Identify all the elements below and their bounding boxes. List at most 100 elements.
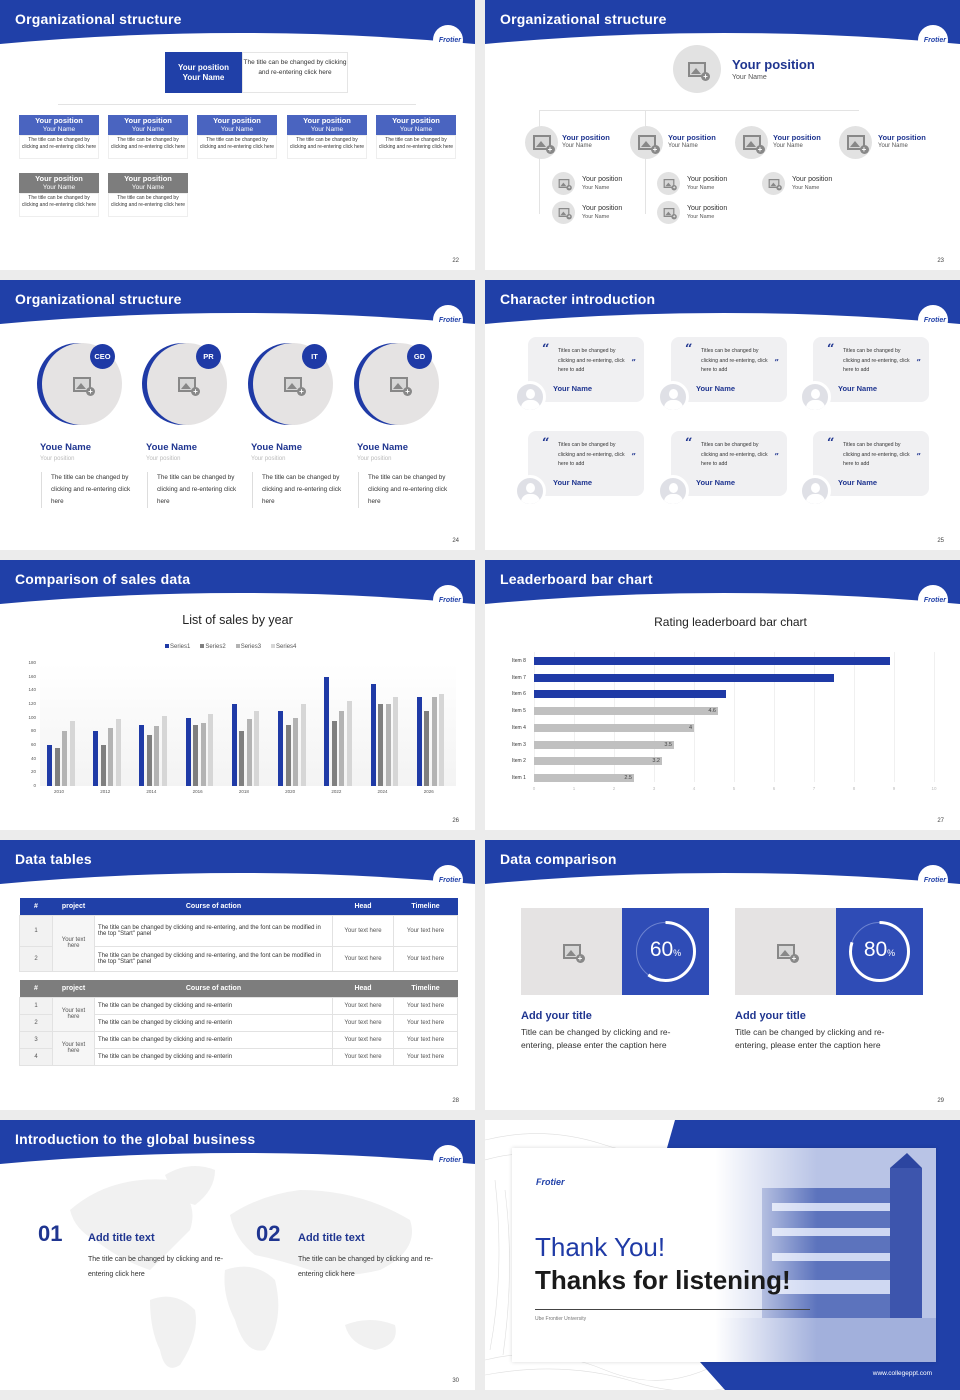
data-label: 3.5	[664, 741, 672, 748]
slide-title: Character introduction	[500, 291, 656, 307]
card-desc: The title can be changed by clicking and…	[108, 193, 188, 217]
bar	[231, 704, 237, 786]
item-desc: The title can be changed by clicking and…	[298, 1256, 434, 1278]
name-label: Your Name	[42, 126, 76, 133]
photo-placeholder[interactable]	[735, 908, 836, 995]
thanks-subheading: Thanks for listening!	[535, 1265, 791, 1295]
quote-card[interactable]: “ Titles can be changed by clicking and …	[528, 337, 644, 402]
progress-ring-panel: 60%	[622, 908, 709, 995]
action-cell: The title can be changed by clicking and…	[94, 1030, 333, 1049]
website-link[interactable]: www.collegeppt.com	[872, 1370, 932, 1377]
photo-placeholder[interactable]	[657, 172, 680, 195]
data-table-2: # project Course of action Head Timeline…	[19, 980, 458, 1066]
y-tick: Item 2	[512, 758, 526, 765]
image-add-icon	[846, 135, 869, 154]
connector-line	[539, 110, 540, 214]
building-photo	[512, 1148, 936, 1362]
quote-card[interactable]: “ Titles can be changed by clicking and …	[528, 431, 644, 496]
avatar-icon	[514, 475, 546, 507]
image-add-icon	[558, 208, 572, 220]
x-tick: 0	[532, 786, 536, 791]
quote-text: Titles can be changed by clicking and re…	[843, 348, 910, 373]
slide-24[interactable]: Organizational structure Frotier CEO You…	[0, 280, 475, 550]
bar	[346, 700, 352, 786]
photo-placeholder[interactable]	[42, 343, 122, 425]
photo-placeholder[interactable]	[630, 126, 663, 159]
slide-25[interactable]: Character introduction Frotier “ Titles …	[485, 280, 960, 550]
photo-placeholder[interactable]	[525, 126, 558, 159]
quote-close-icon: ”	[916, 357, 921, 367]
header-cell: Course of action	[185, 984, 242, 992]
slide-23[interactable]: Organizational structure Frotier Your po…	[485, 0, 960, 270]
bar	[431, 697, 437, 786]
table-row: 1 Your text here The title can be change…	[19, 914, 458, 972]
header-cell: Head	[354, 984, 372, 992]
org-card[interactable]: Your position Your Name The title can be …	[19, 115, 99, 159]
bar	[278, 710, 284, 786]
position-label: Your position	[562, 133, 610, 142]
photo-placeholder[interactable]	[735, 126, 768, 159]
slide-27[interactable]: Leaderboard bar chart Frotier Rating lea…	[485, 560, 960, 830]
header-wave-shape	[0, 1120, 475, 1164]
logo: Frotier	[923, 37, 946, 44]
university-name: Ube Frontier University	[535, 1316, 587, 1322]
bar	[246, 719, 252, 786]
slide-title: Data tables	[15, 851, 92, 867]
slide-31[interactable]: Frotier Thank You! Thanks for listening!…	[485, 1120, 960, 1390]
photo-placeholder[interactable]	[657, 201, 680, 224]
header-cell: Timeline	[411, 984, 440, 992]
grid-line	[774, 652, 775, 782]
x-tick: 7	[812, 786, 816, 791]
org-top-box[interactable]: Your position Your Name	[165, 52, 242, 93]
legend-label: Series4	[276, 644, 297, 650]
connector-line	[539, 110, 859, 111]
photo-placeholder[interactable]	[673, 45, 721, 93]
org-card[interactable]: Your position Your Name The title can be …	[108, 115, 188, 159]
position-label: Your position	[668, 133, 716, 142]
position-label: Your position	[35, 116, 83, 125]
slide-header: Comparison of sales data	[0, 560, 475, 604]
slide-30[interactable]: Introduction to the global business Frot…	[0, 1120, 475, 1390]
org-card[interactable]: Your position Your Name The title can be …	[376, 115, 456, 159]
slide-28[interactable]: Data tables Frotier # project Course of …	[0, 840, 475, 1110]
quote-card[interactable]: “ Titles can be changed by clicking and …	[813, 337, 929, 402]
header-cell: Head	[354, 902, 372, 910]
slide-22[interactable]: Organizational structure Frotier Your po…	[0, 0, 475, 270]
position-label: Your position	[878, 133, 926, 142]
page-number: 24	[452, 538, 459, 544]
quote-card[interactable]: “ Titles can be changed by clicking and …	[813, 431, 929, 496]
chart-title: Rating leaderboard bar chart	[654, 615, 807, 629]
photo-placeholder[interactable]	[839, 126, 872, 159]
quote-close-icon: ”	[916, 451, 921, 461]
person-desc: The title can be changed by clicking and…	[358, 472, 448, 508]
org-card[interactable]: Your position Your Name The title can be …	[19, 173, 99, 217]
logo: Frotier	[438, 317, 461, 324]
x-tick: 4	[692, 786, 696, 791]
action-cell: The title can be changed by clicking and…	[94, 1047, 333, 1066]
quote-card[interactable]: “ Titles can be changed by clicking and …	[671, 337, 787, 402]
bar	[100, 745, 106, 786]
bar: 3.5	[534, 740, 674, 749]
photo-placeholder[interactable]	[521, 908, 622, 995]
y-tick: 180	[28, 660, 36, 665]
photo-placeholder[interactable]	[762, 172, 785, 195]
item-number: 01	[38, 1221, 63, 1246]
slide-29[interactable]: Data comparison Frotier 60% Add your tit…	[485, 840, 960, 1110]
bar	[331, 721, 337, 786]
photo-placeholder[interactable]	[552, 201, 575, 224]
photo-placeholder[interactable]	[552, 172, 575, 195]
quote-card[interactable]: “ Titles can be changed by clicking and …	[671, 431, 787, 496]
avatar-icon	[799, 381, 831, 413]
table-row: 1 Your text here The title can be change…	[19, 996, 458, 1032]
slide-26[interactable]: Comparison of sales data Frotier List of…	[0, 560, 475, 830]
item-title: Add your title	[735, 1010, 806, 1022]
page-number: 30	[452, 1378, 459, 1384]
slide-header: Organizational structure	[0, 280, 475, 324]
name-label: Your Name	[182, 73, 225, 82]
bar	[146, 734, 152, 786]
org-card[interactable]: Your position Your Name The title can be …	[108, 173, 188, 217]
org-card[interactable]: Your position Your Name The title can be …	[287, 115, 367, 159]
quote-text: Titles can be changed by clicking and re…	[701, 348, 768, 373]
org-card[interactable]: Your position Your Name The title can be …	[197, 115, 277, 159]
plot-area	[40, 663, 456, 786]
